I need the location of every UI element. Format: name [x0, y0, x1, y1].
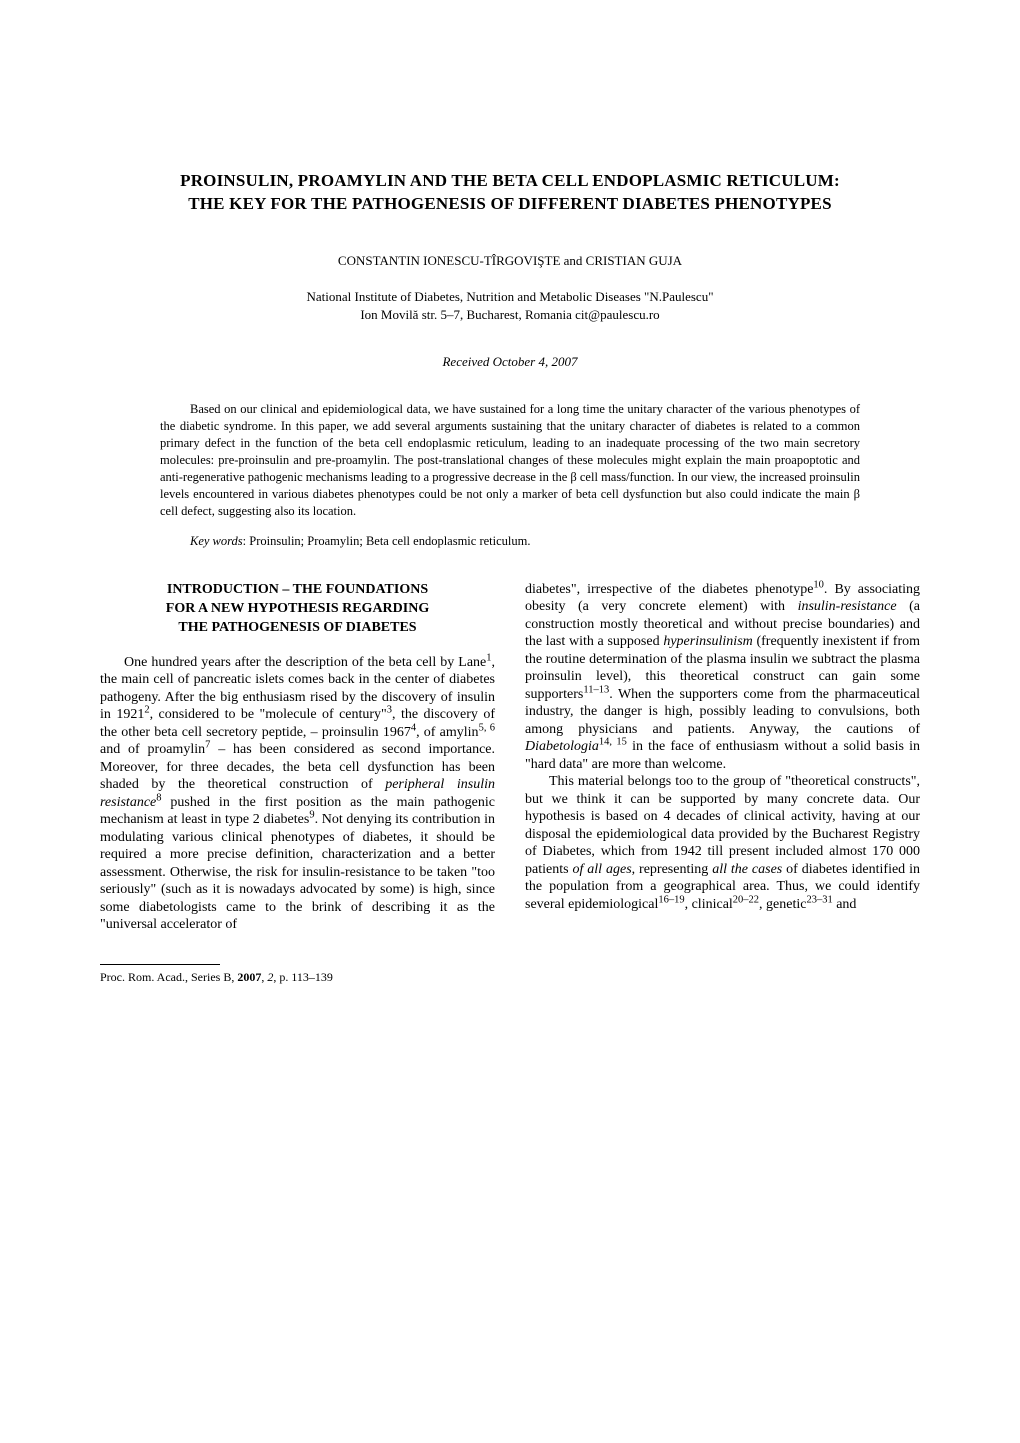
section-heading-line1: INTRODUCTION – THE FOUNDATIONS — [167, 582, 428, 597]
paper-title-line1: PROINSULIN, PROAMYLIN AND THE BETA CELL … — [180, 171, 840, 190]
section-heading-line3: THE PATHOGENESIS OF DIABETES — [178, 620, 416, 635]
body-paragraph-col2-p2: This material belongs too to the group o… — [525, 773, 920, 913]
body-paragraph-col1: One hundred years after the description … — [100, 654, 495, 934]
paper-title-line2: THE KEY FOR THE PATHOGENESIS OF DIFFEREN… — [188, 194, 832, 213]
affiliation-line1: National Institute of Diabetes, Nutritio… — [306, 289, 713, 304]
keywords-label: Key words — [190, 534, 243, 548]
keywords-line: Key words: Proinsulin; Proamylin; Beta c… — [160, 533, 860, 551]
body-paragraph-col2-continuation: diabetes", irrespective of the diabetes … — [525, 581, 920, 774]
keywords-text: : Proinsulin; Proamylin; Beta cell endop… — [243, 534, 531, 548]
section-heading-introduction: INTRODUCTION – THE FOUNDATIONS FOR A NEW… — [100, 581, 495, 638]
affiliation-line2: Ion Movilă str. 5–7, Bucharest, Romania … — [360, 307, 659, 322]
authors-line: CONSTANTIN IONESCU-TÎRGOVIŞTE and CRISTI… — [100, 252, 920, 270]
affiliation-block: National Institute of Diabetes, Nutritio… — [100, 288, 920, 323]
two-column-body: INTRODUCTION – THE FOUNDATIONS FOR A NEW… — [100, 581, 920, 934]
abstract-paragraph: Based on our clinical and epidemiologica… — [160, 401, 860, 519]
footer-separator — [100, 964, 220, 965]
received-date: Received October 4, 2007 — [100, 353, 920, 371]
paper-title: PROINSULIN, PROAMYLIN AND THE BETA CELL … — [100, 170, 920, 216]
section-heading-line2: FOR A NEW HYPOTHESIS REGARDING — [166, 601, 429, 616]
footer-citation: Proc. Rom. Acad., Series B, 2007, 2, p. … — [100, 969, 920, 986]
